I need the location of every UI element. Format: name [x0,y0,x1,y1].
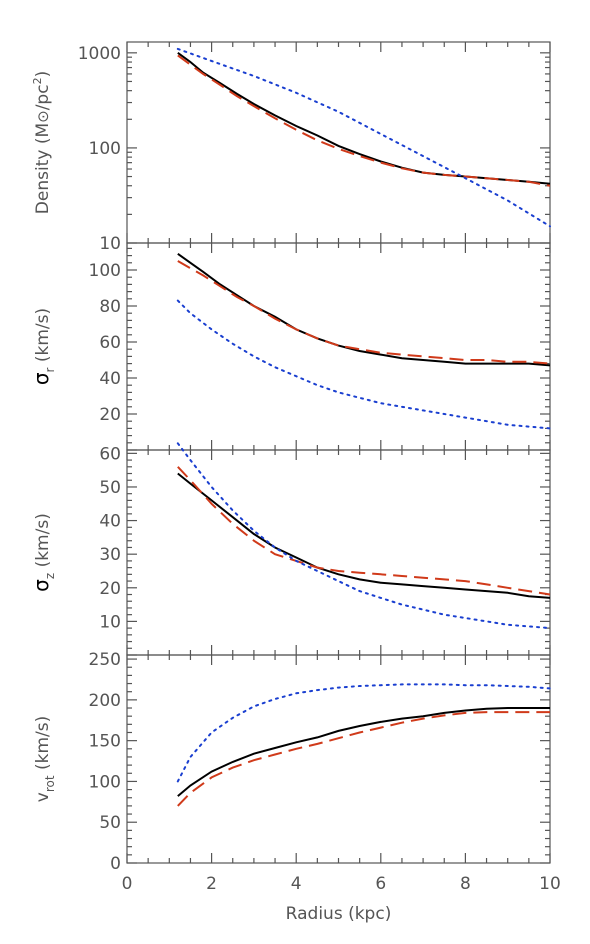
series-line-dashed [177,711,550,807]
y-tick-label: 20 [99,405,121,425]
x-tick-label: 10 [539,874,561,894]
y-tick-label: 100 [89,139,121,159]
y-tick-label: 60 [99,333,121,353]
series-line-dotted [176,299,551,430]
x-tick-label: 8 [460,874,471,894]
y-tick-label: 10 [99,612,121,632]
series-line-solid [177,51,551,185]
panel-1: 1000 100 10 Density (M⊙/pc2) [31,41,551,254]
y-tick-label: 40 [99,369,121,389]
plot-frame [126,41,551,244]
x-tick-label: 0 [122,874,133,894]
series-line-dashed [177,466,551,596]
y-tick-label: 200 [89,691,121,711]
x-axis-title: Radius (kpc) [286,904,392,924]
y-tick-label: 50 [99,813,121,833]
y-axis-title: vrot (km/s) [33,716,57,802]
y-axis-title: Density (M⊙/pc2) [31,71,53,214]
series-line-solid [177,707,550,797]
y-tick-label: 30 [99,545,121,565]
y-tick-label: 40 [99,512,121,532]
panel-2: 100 80 60 40 20 σr (km/s) [29,242,551,451]
y-tick-label: 20 [99,579,121,599]
x-tick-label: 6 [375,874,386,894]
y-tick-label: 60 [99,444,121,464]
y-tick-label: 50 [99,478,121,498]
y-axis-title: σr (km/s) [29,308,57,385]
y-tick-label: 100 [89,261,121,281]
plot-frame [126,449,551,656]
y-tick-label: 80 [99,297,121,317]
y-tick-label: 10 [99,234,121,254]
x-tick-label: 2 [206,874,217,894]
series-line-dotted [176,442,551,630]
series-line-dashed [177,260,551,365]
x-tick-label: 4 [291,874,302,894]
y-tick-label: 250 [89,650,121,670]
series-line-dotted [176,47,551,228]
series-line-dashed [177,54,551,187]
y-tick-label: 100 [89,772,121,792]
panel-3: 60 50 40 30 20 10 σz (km/s) [29,442,551,656]
series-line-solid [177,252,551,367]
series-line-dotted [176,683,551,783]
y-axis-title: σz (km/s) [29,513,57,592]
series-line-solid [177,472,551,599]
y-tick-label: 150 [89,732,121,752]
y-tick-label: 1000 [78,44,121,64]
y-tick-label: 0 [110,854,121,874]
panel-4: 250 200 150 100 50 00 2 4 6 8 10 Radius (kpc) vrot (… [33,650,561,924]
